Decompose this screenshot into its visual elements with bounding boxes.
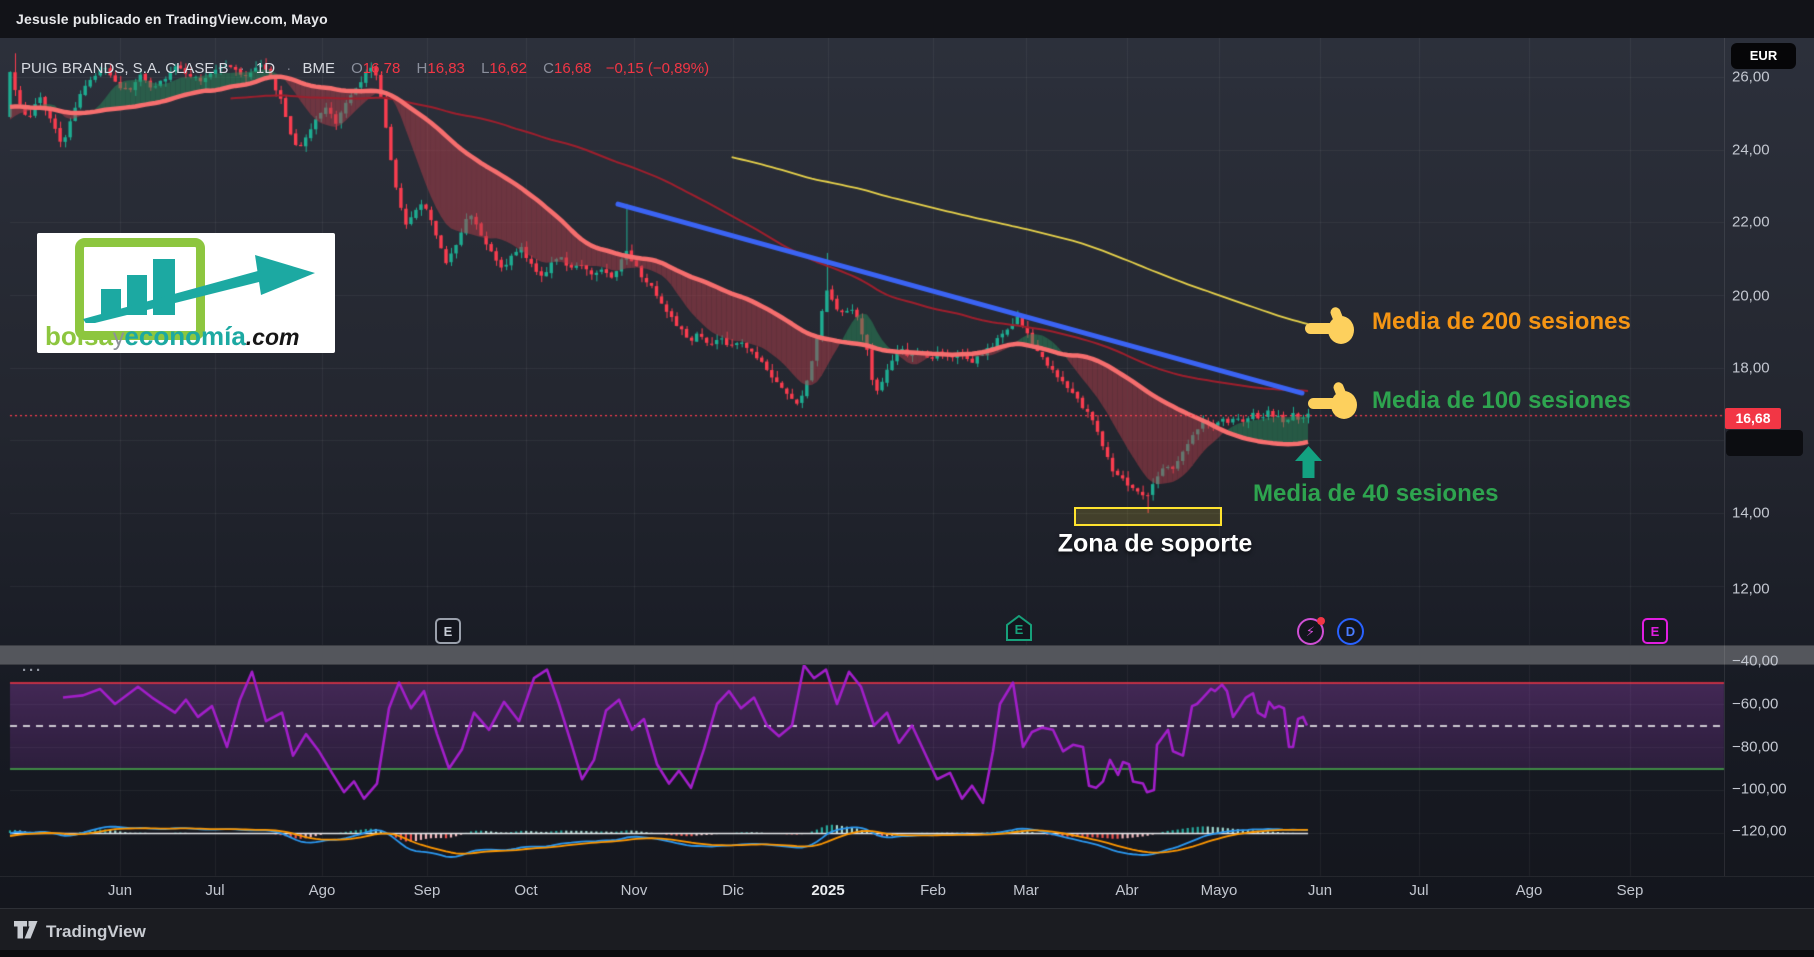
time-tick-label: Jun [107,882,133,899]
tradingview-footer-link[interactable]: TradingView [14,921,146,942]
last-price-badge: 16,68 [1725,408,1781,429]
open-label: O [351,60,363,77]
legend-separator: · [286,60,292,77]
pane-separator[interactable] [0,645,1814,665]
legend-separator: · [239,60,245,77]
close-value: 16,68 [553,60,592,77]
logo-bar-small [101,289,121,315]
support-zone-box[interactable] [1074,507,1222,526]
logo-text-economia: economía [124,321,246,351]
close-label: C [543,60,554,77]
symbol-legend[interactable]: PUIG BRANDS, S.A. CLASE B · 1D · BME O16… [21,60,709,77]
logo-text-bolsa: bolsa [45,321,113,351]
support-zone-label[interactable]: Zona de soporte [1057,529,1253,558]
event-badge-e[interactable]: E [435,618,461,644]
price-tick-label: 22,00 [1732,213,1770,231]
time-tick-label: Abr [1115,882,1139,899]
event-badge-d[interactable]: D [1337,618,1364,645]
axis-mask-box [1726,430,1803,456]
open-value: 16,78 [362,60,401,77]
tradingview-brand: TradingView [46,921,146,941]
indicator-menu-dots[interactable]: ··· [22,662,43,679]
time-axis-divider [0,876,1814,877]
oscillator-tick-label: −60,00 [1732,695,1779,713]
time-tick-label: Dic [722,882,744,899]
time-tick-label: Jul [205,882,225,899]
event-badge-flash[interactable]: ⚡ [1297,617,1325,645]
low-value: 16,62 [489,60,527,77]
time-tick-label: Jul [1409,882,1429,899]
high-label: H [416,60,428,77]
price-tick-label: 12,00 [1732,580,1770,598]
time-tick-label: Jun [1307,882,1333,899]
oscillator-tick-label: −100,00 [1732,780,1787,798]
ma200-annotation[interactable]: Media de 200 sesiones [1372,308,1631,335]
ma40-annotation[interactable]: Media de 40 sesiones [1253,480,1499,507]
time-tick-label: Mar [1013,882,1039,899]
tradingview-icon [14,921,38,939]
time-tick-label: Feb [920,882,946,899]
time-tick-label: 2025 [811,882,845,899]
price-tick-label: 26,00 [1732,68,1770,86]
bolsayeconomia-logo: bolsayeconomía.com [37,233,335,353]
timeframe-label[interactable]: 1D [255,60,276,77]
oscillator-tick-label: −120,00 [1732,822,1787,840]
price-tick-label: 20,00 [1732,287,1770,305]
time-tick-label: Mayo [1200,882,1238,899]
pointing-hand-icon[interactable] [1308,379,1358,430]
time-tick-label: Nov [620,882,648,899]
svg-text:E: E [1015,622,1024,637]
price-axis-divider[interactable] [1724,38,1725,876]
low-label: L [481,60,490,77]
logo-text-com: .com [245,324,300,350]
change-value: −0,15 (−0,89%) [605,60,710,77]
publication-bar: Jesusle publicado en TradingView.com, Ma… [0,0,1814,38]
time-tick-label: Ago [308,882,336,899]
currency-badge[interactable]: EUR [1731,43,1796,69]
event-badge-e[interactable]: E [1642,618,1668,644]
high-value: 16,83 [427,60,465,77]
publication-title: Jesusle publicado en TradingView.com, Ma… [16,11,328,27]
price-tick-label: 18,00 [1732,359,1770,377]
pointing-hand-icon[interactable] [1305,304,1355,355]
logo-arrow-icon [83,255,315,323]
symbol-name[interactable]: PUIG BRANDS, S.A. CLASE B [21,60,229,77]
price-tick-label: 24,00 [1732,141,1770,159]
oscillator-tick-label: −80,00 [1732,738,1779,756]
up-arrow-icon[interactable] [1295,446,1322,483]
time-tick-label: Sep [1616,882,1644,899]
logo-text-y: y [112,324,125,350]
time-tick-label: Sep [413,882,441,899]
oscillator-tick-label: −40,00 [1732,652,1779,670]
ma100-annotation[interactable]: Media de 100 sesiones [1372,387,1631,414]
time-tick-label: Oct [514,882,538,899]
exchange-label: BME [302,60,335,77]
price-tick-label: 14,00 [1732,504,1770,522]
event-badge-e[interactable]: E [1006,615,1032,641]
time-tick-label: Ago [1515,882,1543,899]
